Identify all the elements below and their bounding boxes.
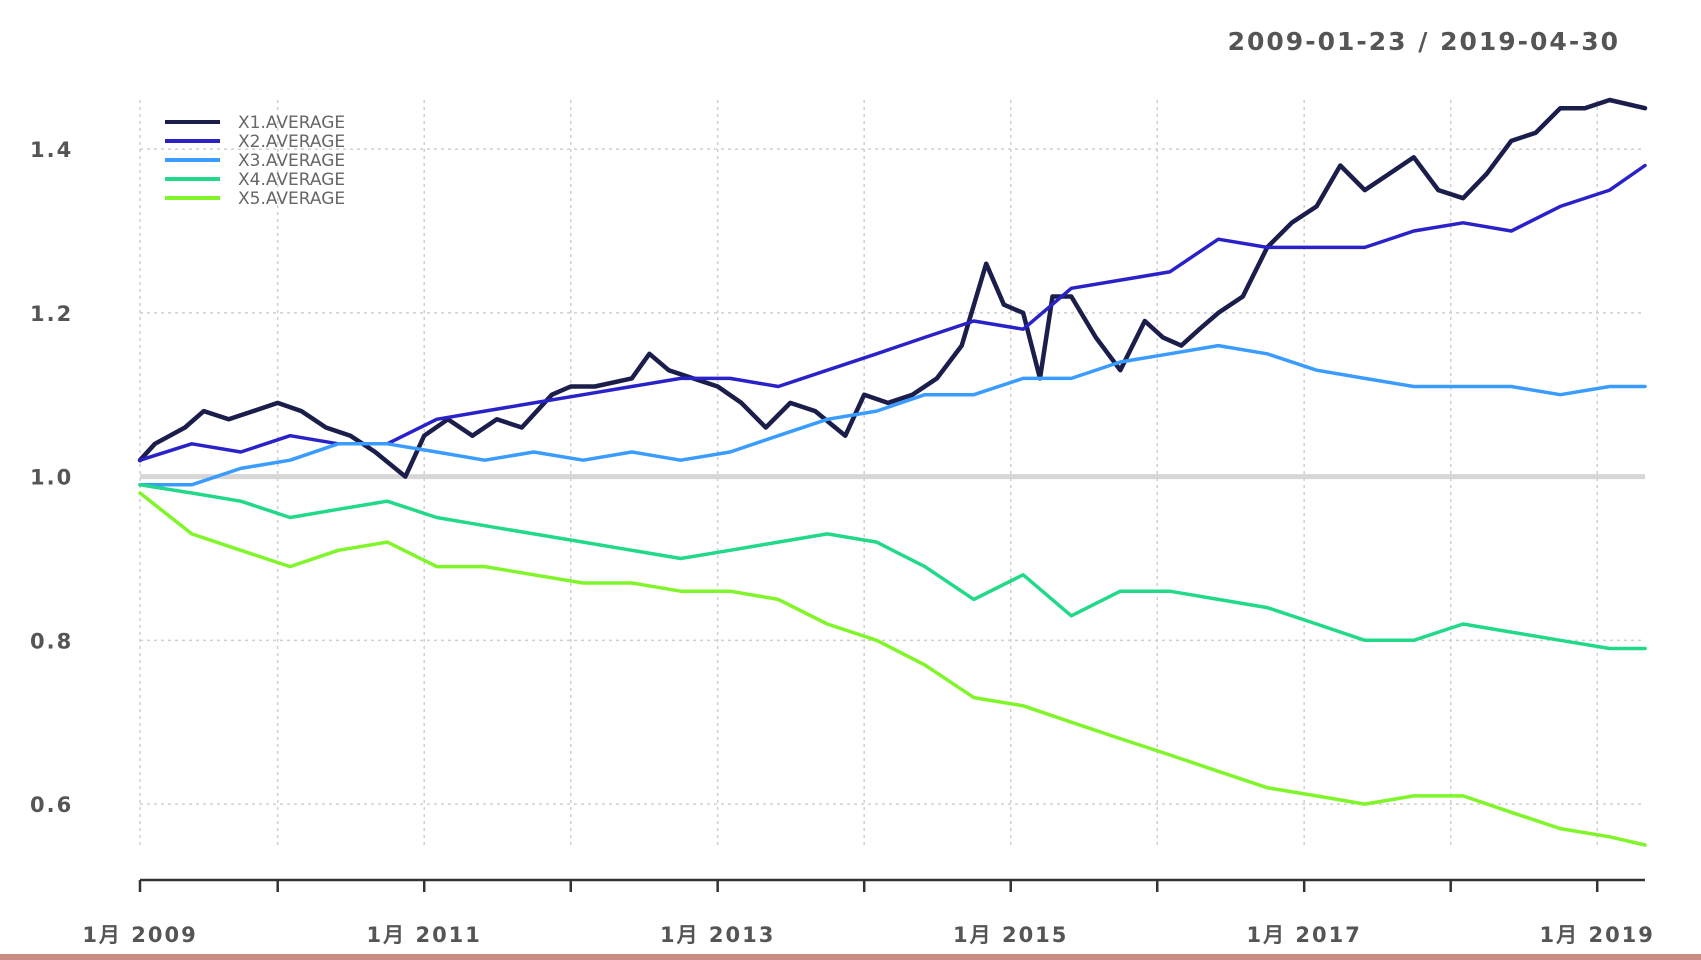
y-axis: 0.6 0.8 1.0 1.2 1.4 (30, 138, 73, 817)
x-tick-label: 1月 2015 (953, 923, 1068, 947)
legend-label: X4.AVERAGE (238, 170, 345, 190)
x-tick-label: 1月 2017 (1246, 923, 1361, 947)
series-group (137, 97, 1648, 847)
legend-label: X1.AVERAGE (238, 113, 345, 133)
y-tick-label: 1.0 (30, 466, 73, 490)
y-tick-label: 1.4 (30, 138, 73, 162)
series-line-x1-average (137, 97, 1648, 479)
x-tick-label: 1月 2009 (82, 923, 197, 947)
legend-label: X2.AVERAGE (238, 132, 345, 152)
series-line-x5-average (138, 491, 1647, 847)
y-tick-label: 0.8 (30, 629, 73, 653)
x-axis: 1月 2009 1月 2011 1月 2013 1月 2015 1月 2017 1月 20… (82, 878, 1655, 947)
grid (139, 100, 1645, 845)
x-tick-label: 1月 2013 (660, 923, 775, 947)
series-line-x3-average (138, 343, 1647, 487)
legend: X1.AVERAGEX2.AVERAGEX3.AVERAGEX4.AVERAGE… (165, 113, 345, 209)
series-line-x2-average (138, 163, 1647, 462)
y-tick-label: 0.6 (30, 793, 73, 817)
series-line-x4-average (138, 483, 1647, 651)
x-tick-label: 1月 2019 (1540, 923, 1655, 947)
x-tick-label: 1月 2011 (367, 923, 482, 947)
date-range-label: 2009-01-23 / 2019-04-30 (1228, 27, 1620, 56)
legend-label: X3.AVERAGE (238, 151, 345, 171)
y-tick-label: 1.2 (30, 302, 73, 326)
legend-label: X5.AVERAGE (238, 189, 345, 209)
bottom-border (0, 954, 1701, 960)
